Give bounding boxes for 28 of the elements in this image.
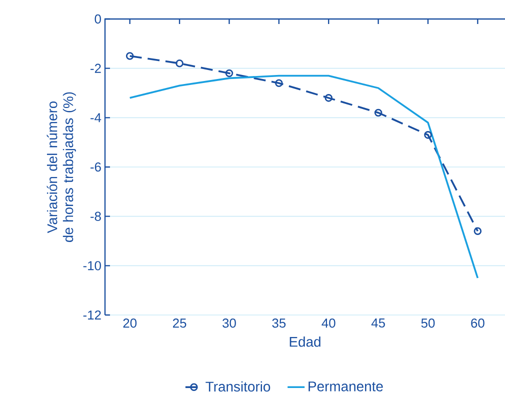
- line-series: [128, 74, 479, 279]
- legend-label: Permanente: [308, 382, 383, 392]
- point: [324, 94, 332, 102]
- y-tick-label: 0: [94, 14, 101, 24]
- point: [176, 60, 184, 68]
- x-axis-title: Edad: [290, 336, 320, 347]
- x-tick-label: 50: [421, 318, 435, 328]
- x-tick-label: 25: [172, 318, 186, 328]
- y-axis-title: Variación del número de horas trabajadas (%): [46, 92, 76, 242]
- y-tick-label: -8: [90, 212, 101, 221]
- legend-label: Transitorio: [206, 381, 270, 392]
- x-tick-label: 35: [272, 318, 286, 328]
- point: [126, 52, 134, 60]
- point: [374, 108, 382, 117]
- point: [474, 227, 482, 236]
- point: [225, 69, 234, 78]
- y-tick-label: -12: [83, 310, 101, 320]
- x-tick-label: 20: [123, 318, 137, 328]
- y-tick-label: -10: [83, 261, 101, 270]
- x-tick-label: 60: [471, 318, 484, 328]
- x-tick-label: 45: [371, 318, 385, 328]
- y-tick-label: -6: [90, 162, 101, 172]
- x-tick-label: 40: [322, 318, 336, 328]
- y-tick-label: -2: [90, 64, 101, 73]
- y-tick-label: -4: [90, 113, 102, 122]
- point: [275, 79, 283, 88]
- point: [424, 131, 432, 139]
- x-tick-label: 30: [222, 318, 236, 328]
